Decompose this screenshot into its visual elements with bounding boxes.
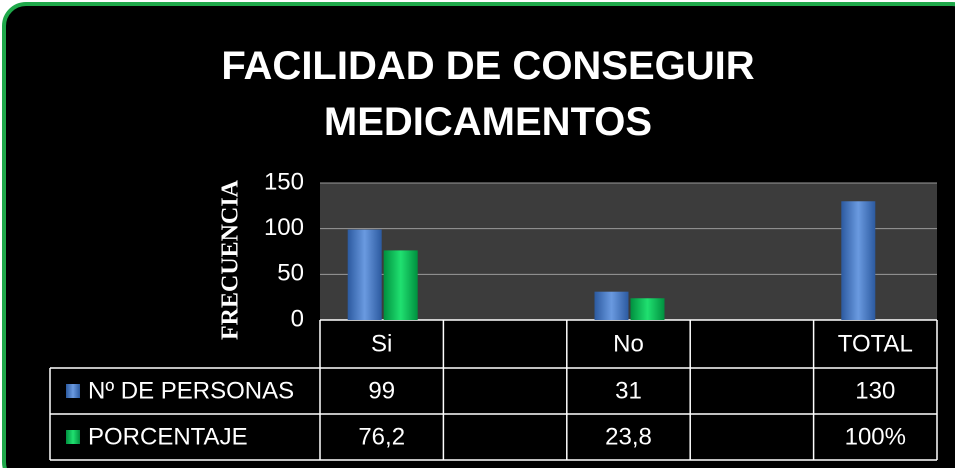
legend-swatch [66,384,80,398]
data-label: 31 [615,377,642,404]
x-tick-label: Si [371,330,392,357]
data-label: 100% [845,423,906,450]
data-label: 99 [368,377,395,404]
legend-label: PORCENTAJE [88,423,248,450]
x-tick-label: No [613,330,644,357]
data-label: 130 [855,377,895,404]
x-tick-label: TOTAL [838,330,913,357]
data-label: 23,8 [605,423,652,450]
legend-label: Nº DE PERSONAS [88,377,294,404]
bar [841,201,876,320]
y-tick-label: 0 [291,305,304,332]
bar [383,250,418,320]
legend-swatch [66,430,80,444]
y-tick-label: 100 [264,214,304,241]
y-axis-label: FRECUENCIA [218,179,244,340]
data-label: 76,2 [358,423,405,450]
y-tick-label: 50 [277,260,304,287]
bar [594,291,629,320]
bar [630,298,665,320]
bar [347,229,382,320]
y-tick-label: 150 [264,168,304,195]
chart-title: FACILIDAD DE CONSEGUIR MEDICAMENTOS [221,44,755,144]
